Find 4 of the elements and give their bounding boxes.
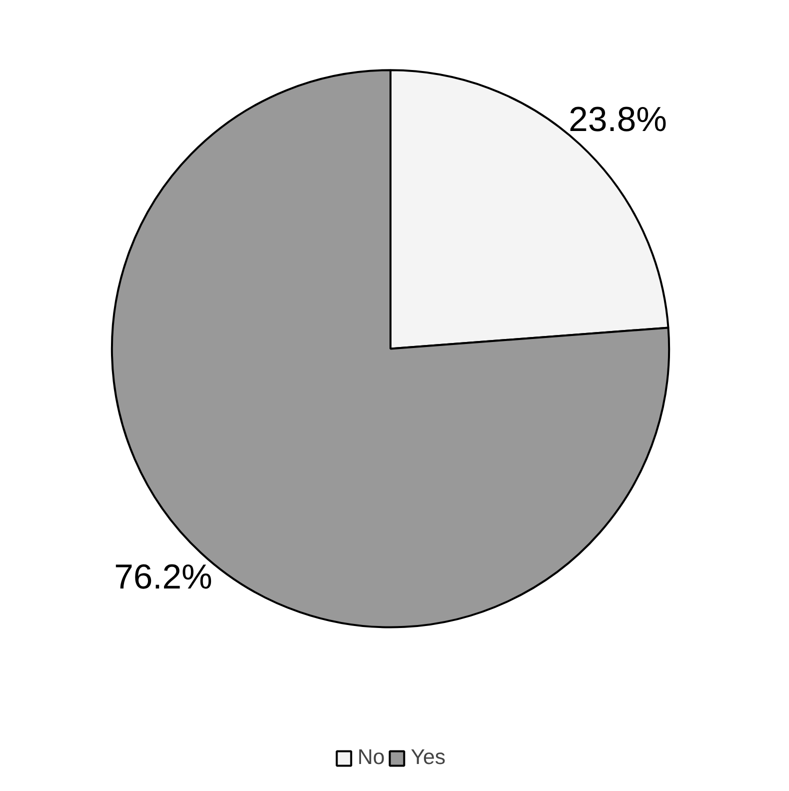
legend-label: No — [357, 745, 385, 770]
legend-label: Yes — [410, 745, 446, 770]
data-label: 23.8% — [568, 100, 667, 139]
data-label: 76.2% — [114, 558, 212, 596]
